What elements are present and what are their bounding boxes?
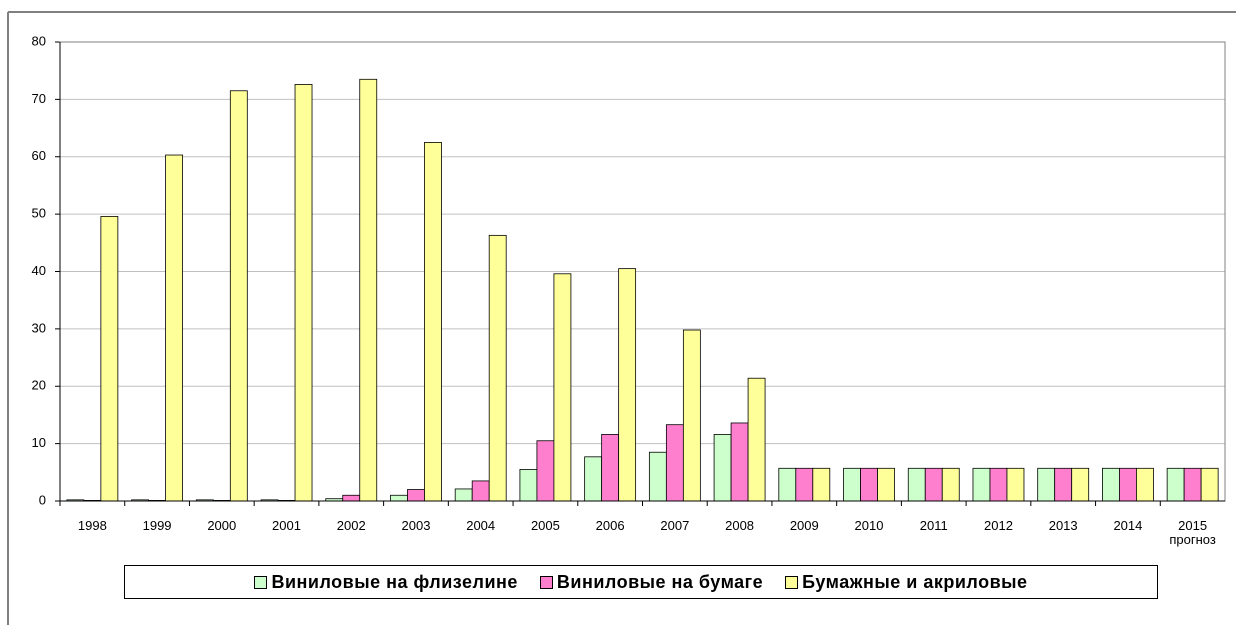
x-tick-label: 2010 <box>854 518 884 533</box>
bar <box>989 467 1008 502</box>
bar <box>778 467 797 502</box>
y-tick-label: 70 <box>32 91 46 106</box>
x-tick-label: 2003 <box>401 518 431 533</box>
bar <box>488 234 507 502</box>
bar <box>471 480 490 502</box>
x-tick-label: 2006 <box>595 518 625 533</box>
bar <box>843 467 861 502</box>
bar <box>665 424 684 502</box>
bar <box>229 90 248 502</box>
y-tick-label: 80 <box>32 33 46 48</box>
x-tick-label: 2007 <box>660 518 690 533</box>
bar <box>1200 467 1219 502</box>
bar <box>682 329 701 502</box>
bar <box>454 488 473 502</box>
bar <box>601 434 620 502</box>
legend-swatch <box>539 575 553 589</box>
y-tick-label: 20 <box>32 378 46 393</box>
bar <box>1183 467 1202 502</box>
bar <box>860 467 878 502</box>
bar <box>877 467 895 502</box>
bar <box>747 377 766 502</box>
y-tick-label: 60 <box>32 148 46 163</box>
legend-item: Виниловые на бумаге <box>539 571 764 593</box>
bar <box>972 467 991 502</box>
bar <box>730 422 749 502</box>
bar <box>536 440 555 502</box>
legend-item: Бумажные и акриловые <box>785 572 1027 593</box>
bar <box>1136 467 1154 502</box>
legend-label: Бумажные и акриловые <box>802 571 1028 592</box>
bar <box>1119 467 1137 502</box>
x-tick-label: 2004 <box>466 518 496 533</box>
x-tick-label: 2000 <box>207 518 237 533</box>
x-tick-label: 1999 <box>142 518 172 533</box>
x-tick-label: 2005 <box>530 518 560 533</box>
x-tick-label: 2001 <box>272 518 301 533</box>
x-tick-label: 2013 <box>1048 518 1078 533</box>
x-tick-label: 2015 прогноз <box>1169 518 1216 547</box>
y-tick-label: 40 <box>32 263 46 278</box>
bar <box>100 216 119 502</box>
bar <box>1166 467 1185 502</box>
bar <box>618 268 637 502</box>
bar <box>294 84 313 502</box>
legend-label: Виниловые на бумаге <box>556 571 764 592</box>
bar <box>1037 467 1056 502</box>
bar <box>165 154 183 502</box>
bar <box>407 489 425 502</box>
legend-item: Виниловые на флизелине <box>254 572 517 593</box>
legend-label: Виниловые на флизелине <box>271 571 518 592</box>
bar <box>519 469 538 502</box>
bar <box>1054 467 1073 502</box>
bar <box>941 467 960 502</box>
y-tick-label: 0 <box>39 492 46 507</box>
y-tick-label: 50 <box>32 206 46 221</box>
bar <box>907 467 926 502</box>
bar <box>1102 467 1120 502</box>
bar <box>1006 467 1025 502</box>
x-tick-label: 2002 <box>336 518 366 533</box>
y-tick-label: 30 <box>32 320 46 335</box>
bar <box>795 467 814 502</box>
bar <box>924 467 943 502</box>
x-tick-label: 1998 <box>77 518 107 533</box>
bar <box>812 467 831 502</box>
x-tick-label: 2012 <box>984 518 1013 533</box>
bar <box>713 434 732 502</box>
y-tick-label: 10 <box>32 435 46 450</box>
bar <box>584 456 603 502</box>
x-tick-label: 2009 <box>789 518 819 533</box>
bar <box>359 78 378 502</box>
bar <box>424 142 442 502</box>
legend-swatch <box>785 575 799 589</box>
bar <box>1071 467 1090 502</box>
legend-swatch <box>254 575 268 589</box>
bar <box>648 451 667 502</box>
legend: Виниловые на флизелине Виниловые на бумаг… <box>124 565 1158 599</box>
bar <box>342 494 361 502</box>
x-tick-label: 2014 <box>1113 518 1143 533</box>
x-tick-label: 2008 <box>725 518 755 533</box>
bar <box>553 273 572 502</box>
x-tick-label: 2011 <box>919 518 948 533</box>
bar <box>390 494 408 502</box>
